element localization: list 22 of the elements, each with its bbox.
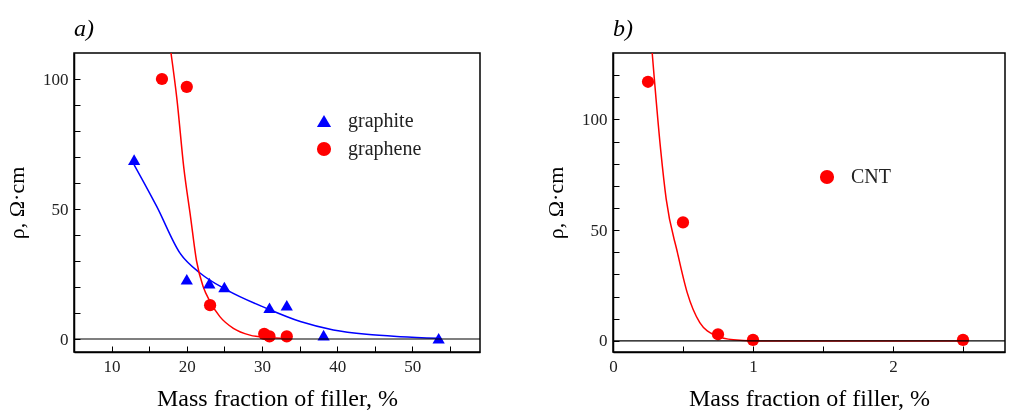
y-axis-title: ρ, Ω·cm	[4, 166, 29, 240]
y-tick-label: 50	[51, 199, 69, 219]
x-tick-label: 40	[329, 356, 347, 376]
chart-title: a)	[74, 15, 94, 41]
legend-label: graphene	[348, 137, 422, 160]
x-tick-label: 10	[103, 356, 121, 376]
x-tick-label: 30	[253, 356, 271, 376]
x-tick-label: 50	[404, 356, 422, 376]
x-tick-label: 2	[889, 356, 898, 376]
y-axis-title: ρ, Ω·cm	[543, 166, 568, 240]
y-tick-label: 100	[582, 109, 608, 129]
legend-label: graphite	[348, 109, 414, 132]
y-tick-label: 0	[60, 329, 69, 349]
chart-title: b)	[613, 15, 633, 41]
x-axis-title: Mass fraction of filler, %	[157, 384, 398, 411]
y-tick-label: 100	[43, 69, 69, 89]
y-tick-label: 50	[590, 220, 608, 240]
legend-label: CNT	[851, 165, 891, 187]
x-tick-label: 20	[178, 356, 196, 376]
x-axis-title: Mass fraction of filler, %	[689, 384, 930, 411]
y-tick-label: 0	[599, 331, 608, 351]
x-tick-label: 1	[749, 356, 758, 376]
